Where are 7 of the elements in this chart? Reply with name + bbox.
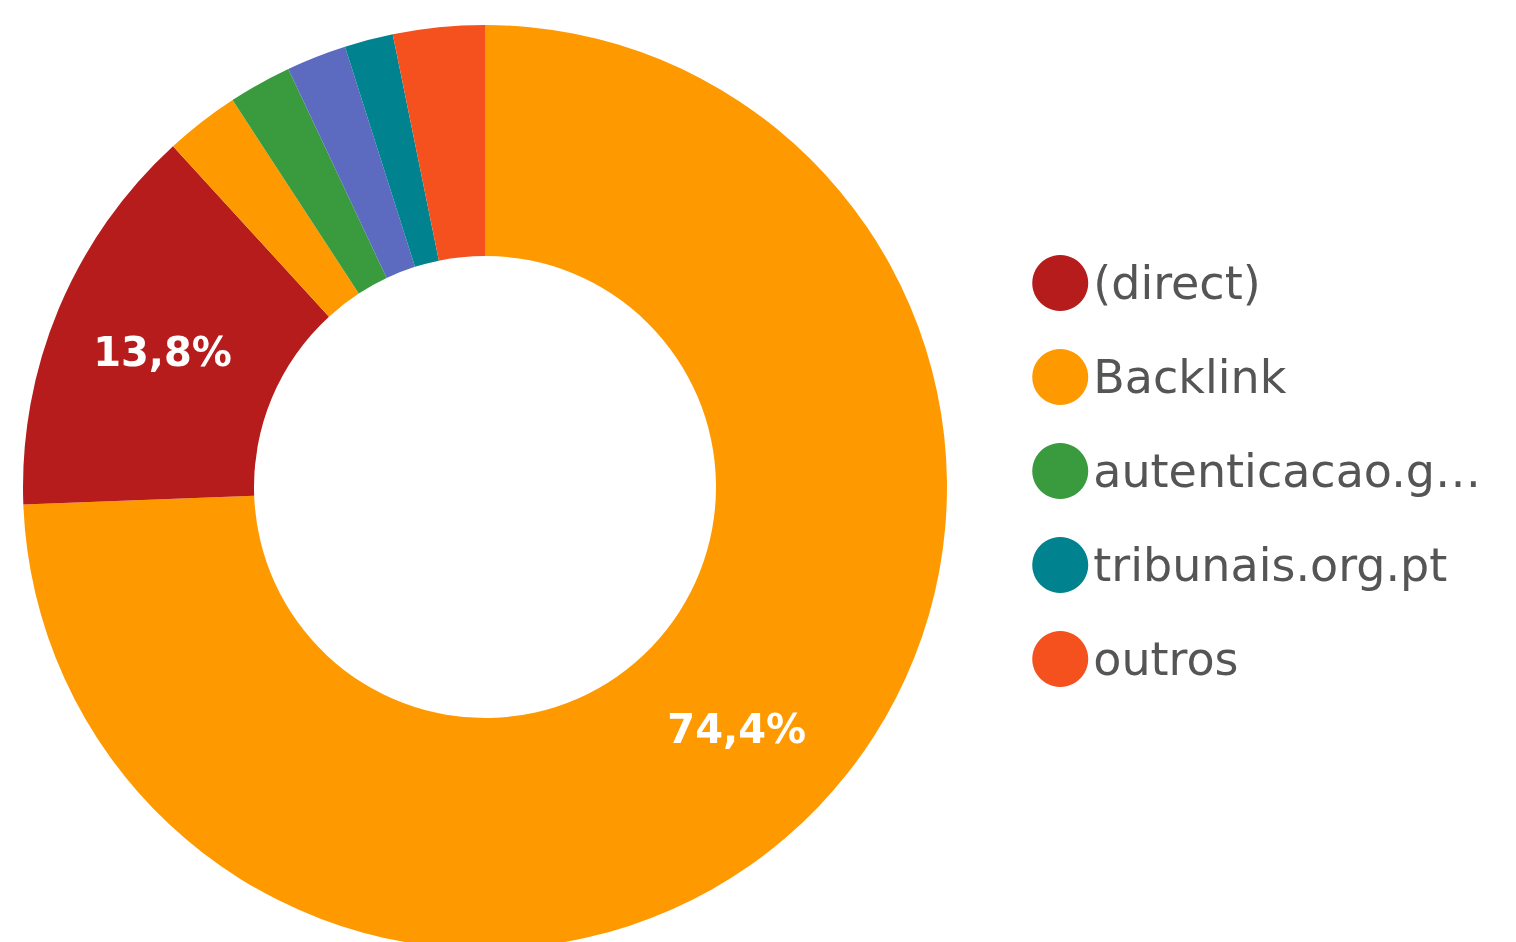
legend-label: autenticacao.g… — [1093, 444, 1481, 498]
data-label: 74,4% — [667, 706, 807, 753]
legend-label: Backlink — [1093, 350, 1287, 404]
legend-label: tribunais.org.pt — [1093, 538, 1448, 592]
legend-label: (direct) — [1093, 256, 1261, 310]
legend-label: outros — [1093, 632, 1239, 686]
data-label: 13,8% — [93, 329, 232, 376]
